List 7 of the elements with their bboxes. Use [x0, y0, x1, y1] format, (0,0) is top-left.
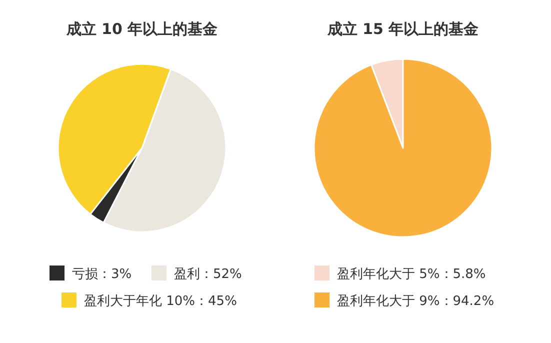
- chart-title: 成立 15 年以上的基金: [326, 20, 479, 38]
- legend-label: 盈利年化大于 9%：94.2%: [337, 294, 494, 309]
- legend-label: 盈利大于年化 10%：45%: [84, 294, 237, 309]
- chart-title: 成立 10 年以上的基金: [65, 20, 218, 38]
- legend-label: 亏损：3%: [72, 267, 132, 282]
- legend-label: 盈利年化大于 5%：5.8%: [337, 267, 486, 282]
- legend-label: 盈利：52%: [174, 267, 242, 282]
